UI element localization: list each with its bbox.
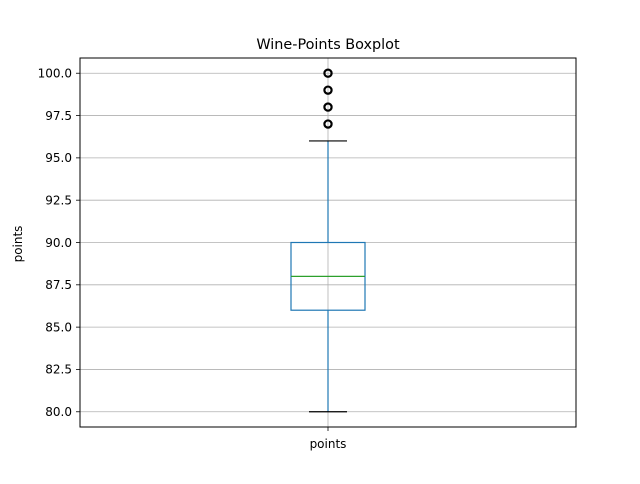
y-tick-label: 90.0	[45, 236, 72, 250]
outlier-point	[323, 68, 333, 78]
y-tick-label: 80.0	[45, 405, 72, 419]
y-tick-label: 97.5	[45, 109, 72, 123]
axes: points 80.0 82.5 85.0 87.5 90.0 92.5 95.0 97.5 10…	[38, 57, 577, 451]
y-tick-label: 95.0	[45, 151, 72, 165]
outlier-point	[323, 102, 333, 112]
chart-title: Wine-Points Boxplot	[256, 37, 400, 53]
x-tick-label: points	[310, 437, 347, 451]
y-axis-label: points	[11, 226, 25, 263]
y-tick-label: 82.5	[45, 363, 72, 377]
y-tick-label: 87.5	[45, 278, 72, 292]
outlier-point	[323, 85, 333, 95]
y-tick-label: 92.5	[45, 193, 72, 207]
plot-frame	[79, 57, 577, 428]
box-group	[290, 68, 366, 413]
y-tick-label: 85.0	[45, 320, 72, 334]
outlier-point	[323, 119, 333, 129]
plot-area	[290, 68, 366, 413]
y-tick-label: 100.0	[38, 67, 72, 81]
